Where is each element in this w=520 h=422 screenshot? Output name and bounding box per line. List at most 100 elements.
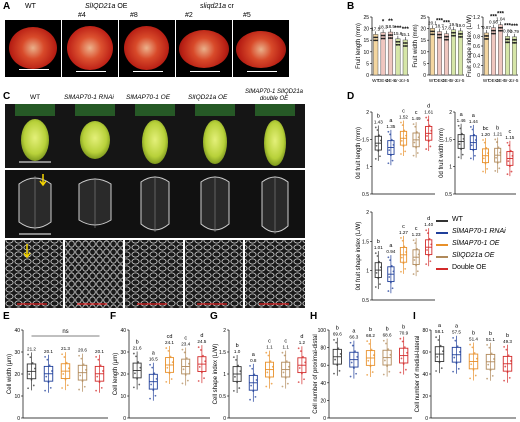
box [165, 357, 175, 373]
data-point [489, 369, 492, 372]
data-label: 18.3 [379, 25, 388, 30]
data-point [297, 381, 300, 383]
data-point [487, 363, 490, 366]
data-point [387, 348, 390, 351]
data-point [485, 38, 488, 40]
data-point [374, 286, 377, 288]
data-point [149, 363, 151, 366]
data-point [350, 361, 353, 364]
data-point [474, 154, 476, 157]
significance-letter: c [402, 109, 405, 115]
data-label: 0.79 [510, 29, 519, 34]
data-point [30, 378, 33, 381]
significance-letter: a [352, 329, 356, 335]
data-point [433, 33, 435, 36]
data-point [271, 365, 274, 368]
y-tick-label: 0.5 [445, 192, 452, 198]
data-label: 20.1 [44, 349, 53, 354]
y-tick-label: 20 [422, 394, 428, 400]
data-point [505, 348, 508, 351]
data-point [425, 148, 428, 150]
x-tick-label: WT [372, 78, 379, 83]
panel-a-wt-label: WT [25, 3, 36, 10]
bar [373, 34, 379, 76]
data-point [474, 374, 477, 377]
data-point [374, 39, 377, 42]
data-point [452, 31, 455, 34]
data-point [397, 40, 399, 43]
data-point [499, 151, 502, 154]
data-point [452, 336, 454, 339]
legend-swatch-rnai [436, 232, 448, 234]
data-point [430, 30, 432, 33]
y-tick-label: 5 [366, 61, 369, 67]
data-point [98, 381, 101, 384]
tomato-photo-cr2 [176, 20, 232, 77]
y-tick-label: 2 [223, 328, 226, 334]
data-point [416, 247, 418, 250]
data-point [504, 365, 507, 368]
data-point [268, 377, 271, 379]
data-point [470, 363, 473, 366]
data-point [183, 351, 186, 354]
data-point [471, 128, 474, 131]
y-tick-label: 10 [14, 394, 20, 400]
data-point [405, 368, 407, 371]
data-point [457, 156, 460, 159]
data-label: 18.7 [435, 24, 444, 29]
data-point [494, 29, 496, 32]
data-point [376, 36, 379, 39]
data-point [155, 377, 158, 380]
data-point [417, 136, 420, 139]
data-point [99, 364, 102, 367]
data-point [459, 36, 462, 38]
significance-letter: a [389, 118, 393, 124]
data-point [400, 270, 402, 273]
data-point [412, 154, 415, 157]
data-point [455, 362, 458, 365]
data-point [68, 367, 70, 370]
y-tick-label: 0.5 [362, 192, 369, 198]
x-tick-label: WT [429, 78, 436, 83]
data-point [499, 26, 502, 29]
data-point [270, 382, 273, 385]
significance-stars: *** [511, 24, 519, 30]
significance-letter: b [377, 239, 380, 245]
data-point [338, 369, 341, 372]
data-point [335, 341, 338, 344]
data-point [486, 167, 489, 170]
y-axis-label: Cell width (μm) [7, 354, 13, 394]
data-point [440, 367, 443, 370]
data-point [404, 268, 407, 270]
data-point [404, 150, 407, 153]
box [332, 348, 342, 365]
y-tick-label: 15 [420, 38, 426, 44]
panel-c-header-rnai: SlMAP70-1 RNAi [64, 94, 114, 101]
data-point [136, 378, 138, 380]
x-tick-label: WT [483, 78, 490, 83]
significance-stars: *** [436, 19, 444, 25]
y-tick-label: 100 [318, 328, 327, 334]
data-point [509, 149, 512, 152]
significance-stars: *** [394, 26, 402, 32]
significance-letter: d [300, 334, 303, 340]
y-tick-label: 2 [366, 110, 369, 116]
data-point [97, 358, 100, 361]
data-point [48, 364, 51, 367]
y-tick-label: 0.4 [473, 54, 480, 60]
data-point [255, 379, 258, 381]
data-point [452, 34, 455, 37]
data-point [400, 237, 402, 239]
data-point [482, 157, 485, 160]
data-point [366, 340, 369, 342]
data-point [63, 356, 66, 358]
data-point [251, 367, 254, 370]
data-point [493, 358, 495, 360]
significance-letter: b [402, 325, 405, 331]
data-point [389, 353, 392, 356]
chart-e-cell-width: 0 10 20 30 40 Cell width (μm) 21.2 20.1 21.3 20.6… [7, 328, 108, 422]
data-point [428, 237, 431, 240]
data-point [439, 344, 442, 347]
data-point [459, 33, 462, 35]
